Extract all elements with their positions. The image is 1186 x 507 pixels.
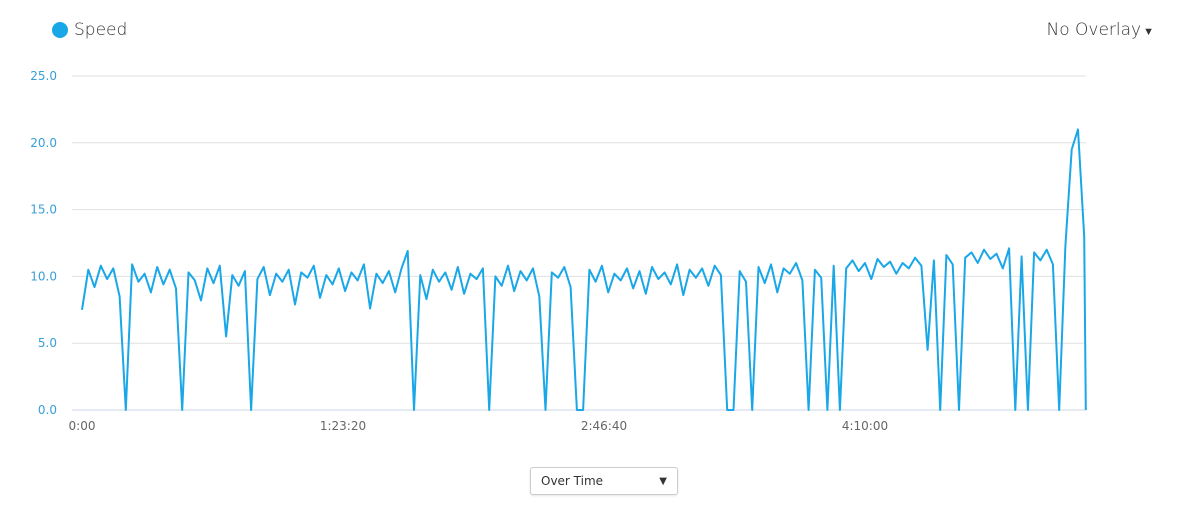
y-tick-label: 10.0 [30, 269, 57, 283]
x-tick-label: 2:46:40 [581, 419, 627, 433]
overlay-dropdown[interactable]: No Overlay ▼ [1046, 20, 1154, 40]
x-tick-label: 1:23:20 [320, 419, 366, 433]
legend-label: Speed [74, 20, 128, 40]
chevron-down-icon: ▼ [659, 475, 667, 487]
overlay-label: No Overlay [1046, 20, 1142, 40]
y-tick-label: 15.0 [30, 203, 57, 217]
x-tick-label: 4:10:00 [842, 419, 888, 433]
series-color-dot-icon [52, 22, 68, 38]
y-tick-label: 0.0 [38, 403, 57, 417]
y-tick-label: 20.0 [30, 136, 57, 150]
legend-speed[interactable]: Speed [52, 20, 127, 40]
y-tick-label: 5.0 [38, 336, 57, 350]
x-tick-label: 0:00 [69, 419, 96, 433]
series-line-speed [81, 128, 1087, 411]
speed-chart: 0.0 5.0 10.0 15.0 20.0 25.0 0:00 1:23:20 2:46:4… [30, 69, 1087, 433]
mode-select[interactable]: Over Time ▼ [530, 467, 678, 495]
caret-down-icon: ▼ [1143, 25, 1154, 38]
y-tick-label: 25.0 [30, 69, 57, 83]
mode-select-value: Over Time [541, 474, 604, 488]
